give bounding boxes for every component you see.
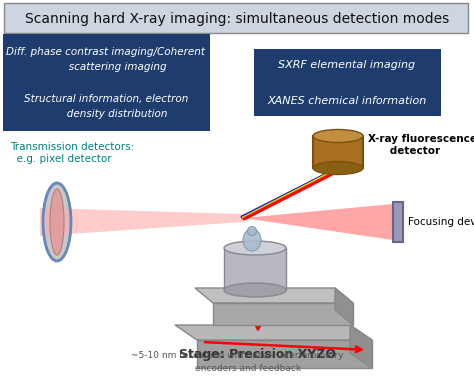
FancyBboxPatch shape [254, 49, 441, 116]
Text: Focusing device: Focusing device [408, 217, 474, 227]
Bar [393, 202, 403, 242]
Text: Diff. phase contrast imaging/Coherent
       scattering imaging

Structural info: Diff. phase contrast imaging/Coherent sc… [7, 47, 206, 119]
Ellipse shape [224, 241, 286, 255]
Polygon shape [195, 288, 353, 303]
FancyBboxPatch shape [3, 34, 210, 131]
Text: SXRF elemental imaging

XANES chemical information: SXRF elemental imaging XANES chemical in… [267, 60, 427, 106]
Ellipse shape [313, 130, 363, 142]
Bar [224, 248, 286, 290]
Ellipse shape [247, 226, 256, 236]
Bar [313, 136, 363, 168]
Text: Transmission detectors:
  e.g. pixel detector: Transmission detectors: e.g. pixel detec… [10, 142, 134, 164]
Polygon shape [175, 325, 372, 340]
Ellipse shape [43, 183, 71, 261]
Text: X-ray fluorescence
      detector: X-ray fluorescence detector [368, 134, 474, 156]
Text: Scanning hard X-ray imaging: simultaneous detection modes: Scanning hard X-ray imaging: simultaneou… [25, 12, 449, 26]
Text: ~5-10 nm resolution with laser- interferometry
        encoders and feedback: ~5-10 nm resolution with laser- interfer… [131, 351, 343, 373]
Ellipse shape [224, 283, 286, 297]
Text: Stage: Precision XYZΘ: Stage: Precision XYZΘ [180, 348, 337, 361]
Polygon shape [335, 288, 353, 325]
Polygon shape [40, 208, 243, 236]
Polygon shape [213, 303, 353, 325]
Polygon shape [197, 340, 372, 368]
FancyBboxPatch shape [4, 3, 468, 33]
Polygon shape [350, 325, 372, 368]
Ellipse shape [50, 189, 64, 255]
Polygon shape [243, 204, 393, 240]
Ellipse shape [313, 161, 363, 175]
Ellipse shape [243, 229, 261, 251]
